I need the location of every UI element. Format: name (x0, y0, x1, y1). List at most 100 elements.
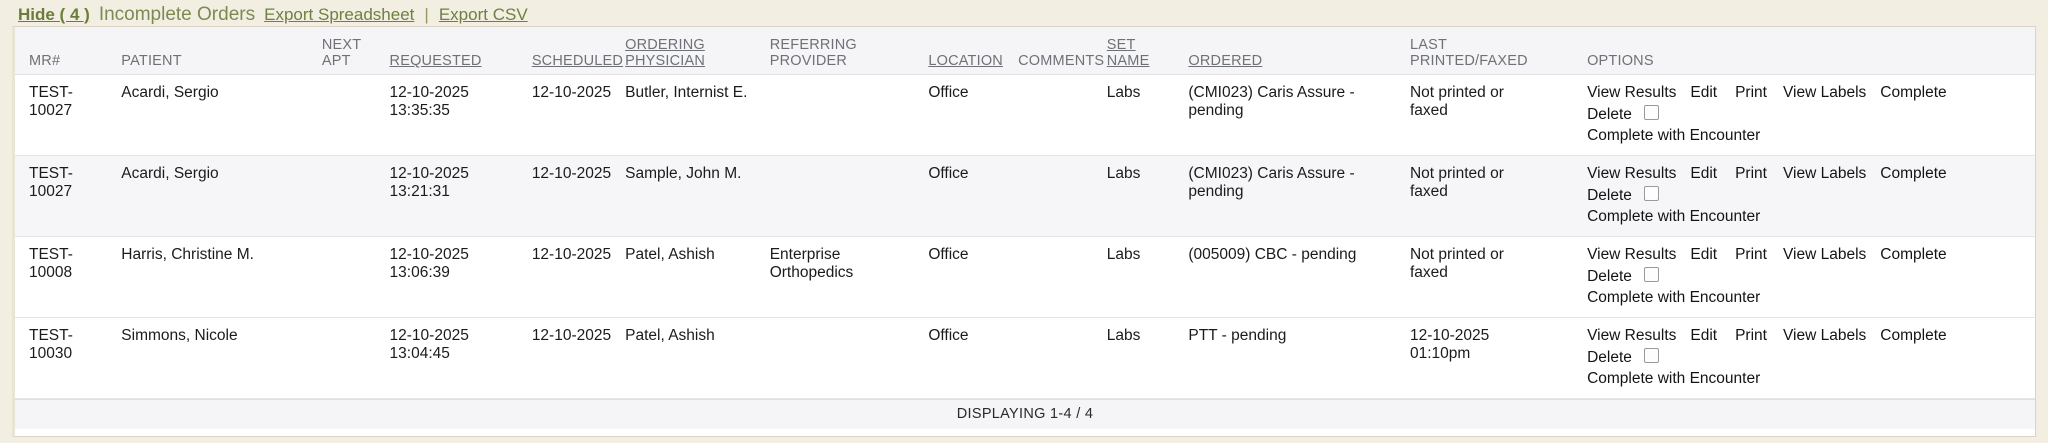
cell-ordered: PTT - pending (1182, 317, 1404, 399)
complete-with-encounter-link[interactable]: Complete with Encounter (1587, 208, 1761, 225)
complete-link[interactable]: Complete (1880, 246, 1947, 263)
requested-date: 12-10-2025 (389, 246, 469, 263)
cell-requested: 12-10-2025 13:06:39 (383, 236, 526, 318)
column-header-referring-provider: REFERRING PROVIDER (763, 27, 923, 75)
column-header-options-line2: OPTIONS (1587, 53, 1654, 69)
column-header-next-apt-line1: NEXT (321, 37, 362, 53)
column-header-referring-provider-line2: PROVIDER (769, 53, 848, 69)
column-header-comments-line2: COMMENTS (1018, 53, 1105, 69)
cell-referring-provider: Enterprise Orthopedics (763, 236, 923, 318)
view-labels-link[interactable]: View Labels (1782, 327, 1867, 344)
print-link[interactable]: Print (1735, 165, 1767, 182)
cell-referring-provider (763, 74, 923, 156)
link-separator: | (424, 5, 429, 24)
cell-set-name: Labs (1100, 74, 1183, 156)
edit-link[interactable]: Edit (1690, 165, 1718, 182)
print-link[interactable]: Print (1735, 246, 1767, 263)
column-header-next-apt: NEXT APT (315, 27, 384, 75)
select-row-checkbox[interactable] (1643, 186, 1659, 201)
complete-with-encounter-link[interactable]: Complete with Encounter (1587, 127, 1761, 144)
delete-link[interactable]: Delete (1587, 349, 1632, 366)
cell-last-printed-faxed: 12-10-2025 01:10pm (1403, 317, 1574, 399)
cell-ordered: (CMI023) Caris Assure - pending (1182, 74, 1404, 156)
edit-link[interactable]: Edit (1690, 246, 1718, 263)
cell-next-apt (315, 155, 384, 237)
select-row-checkbox[interactable] (1643, 267, 1659, 282)
edit-link[interactable]: Edit (1690, 84, 1718, 101)
column-header-ordering-physician[interactable]: ORDERING PHYSICIAN (619, 27, 764, 75)
cell-ordering-physician: Sample, John M. (619, 155, 764, 237)
view-results-link[interactable]: View Results (1587, 246, 1677, 263)
select-row-checkbox[interactable] (1643, 105, 1659, 120)
column-header-comments: COMMENTS (1012, 27, 1105, 75)
complete-link[interactable]: Complete (1880, 165, 1947, 182)
panel-titlebar: Hide ( 4 ) Incomplete Orders Export Spre… (4, 2, 2044, 26)
export-csv-link[interactable]: Export CSV (438, 5, 528, 24)
cell-last-printed-faxed: Not printed or faxed (1403, 155, 1574, 237)
cell-set-name: Labs (1100, 317, 1183, 399)
export-spreadsheet-link[interactable]: Export Spreadsheet (264, 5, 415, 24)
print-link[interactable]: Print (1735, 84, 1767, 101)
cell-mr: TEST-10027 (15, 155, 116, 237)
cell-options: View Results Edit Print View Labels Complete… (1573, 155, 2035, 237)
edit-link[interactable]: Edit (1690, 327, 1718, 344)
referring-provider-line1: Enterprise (769, 246, 841, 263)
column-header-scheduled[interactable]: SCHEDULED (525, 27, 624, 75)
cell-location: Office (922, 155, 1013, 237)
cell-scheduled: 12-10-2025 (525, 74, 620, 156)
complete-with-encounter-link[interactable]: Complete with Encounter (1587, 289, 1761, 306)
view-labels-link[interactable]: View Labels (1782, 165, 1867, 182)
column-header-set-name-line2: NAME (1106, 53, 1150, 69)
orders-table-container: MR# PATIENT NEXT APT REQUESTED (12, 26, 2036, 437)
column-header-last-printed-faxed: LAST PRINTED/FAXED (1403, 27, 1574, 75)
column-header-referring-provider-line1: REFERRING (769, 37, 857, 53)
last-printed-line1: Not printed or (1409, 84, 1504, 101)
ordered-line2: pending (1188, 102, 1244, 119)
cell-comments (1012, 74, 1101, 156)
cell-patient: Acardi, Sergio (115, 74, 316, 156)
table-row[interactable]: TEST-10008 Harris, Christine M. 12-10-20… (15, 236, 2035, 318)
hide-toggle-link[interactable]: Hide ( 4 ) (18, 5, 90, 24)
complete-with-encounter-link[interactable]: Complete with Encounter (1587, 370, 1761, 387)
cell-comments (1012, 236, 1101, 318)
cell-comments (1012, 155, 1101, 237)
cell-ordering-physician: Butler, Internist E. (619, 74, 764, 156)
delete-link[interactable]: Delete (1587, 187, 1632, 204)
complete-link[interactable]: Complete (1880, 84, 1947, 101)
last-printed-line1: Not printed or (1409, 165, 1504, 182)
view-results-link[interactable]: View Results (1587, 165, 1677, 182)
cell-scheduled: 12-10-2025 (525, 236, 620, 318)
cell-next-apt (315, 236, 384, 318)
column-header-last-printed-faxed-line1: LAST (1409, 37, 1448, 53)
delete-link[interactable]: Delete (1587, 268, 1632, 285)
column-header-location[interactable]: LOCATION (922, 27, 1013, 75)
column-header-last-printed-faxed-line2: PRINTED/FAXED (1409, 53, 1528, 69)
ordered-line2: pending (1188, 183, 1244, 200)
cell-set-name: Labs (1100, 155, 1183, 237)
column-header-mr: MR# (15, 27, 116, 75)
view-results-link[interactable]: View Results (1587, 327, 1677, 344)
column-header-scheduled-line2: SCHEDULED (531, 53, 624, 69)
cell-last-printed-faxed: Not printed or faxed (1403, 74, 1574, 156)
orders-table-body: TEST-10027 Acardi, Sergio 12-10-2025 13:… (15, 74, 2035, 399)
ordered-line1: PTT - pending (1188, 327, 1287, 344)
complete-link[interactable]: Complete (1880, 327, 1947, 344)
column-header-mr-line2: MR# (29, 53, 61, 69)
cell-options: View Results Edit Print View Labels Complete… (1573, 317, 2035, 399)
print-link[interactable]: Print (1735, 327, 1767, 344)
view-results-link[interactable]: View Results (1587, 84, 1677, 101)
select-row-checkbox[interactable] (1643, 348, 1659, 363)
column-header-requested[interactable]: REQUESTED (383, 27, 526, 75)
table-row[interactable]: TEST-10030 Simmons, Nicole 12-10-2025 13… (15, 317, 2035, 399)
delete-link[interactable]: Delete (1587, 106, 1632, 123)
column-header-set-name-line1: SET (1106, 37, 1136, 53)
table-row[interactable]: TEST-10027 Acardi, Sergio 12-10-2025 13:… (15, 155, 2035, 237)
view-labels-link[interactable]: View Labels (1782, 84, 1867, 101)
table-row[interactable]: TEST-10027 Acardi, Sergio 12-10-2025 13:… (15, 74, 2035, 156)
column-header-set-name[interactable]: SET NAME (1100, 27, 1183, 75)
view-labels-link[interactable]: View Labels (1782, 246, 1867, 263)
last-printed-line1: Not printed or (1409, 246, 1504, 263)
cell-referring-provider (763, 317, 923, 399)
column-header-ordered[interactable]: ORDERED (1182, 27, 1404, 75)
requested-date: 12-10-2025 (389, 84, 469, 101)
